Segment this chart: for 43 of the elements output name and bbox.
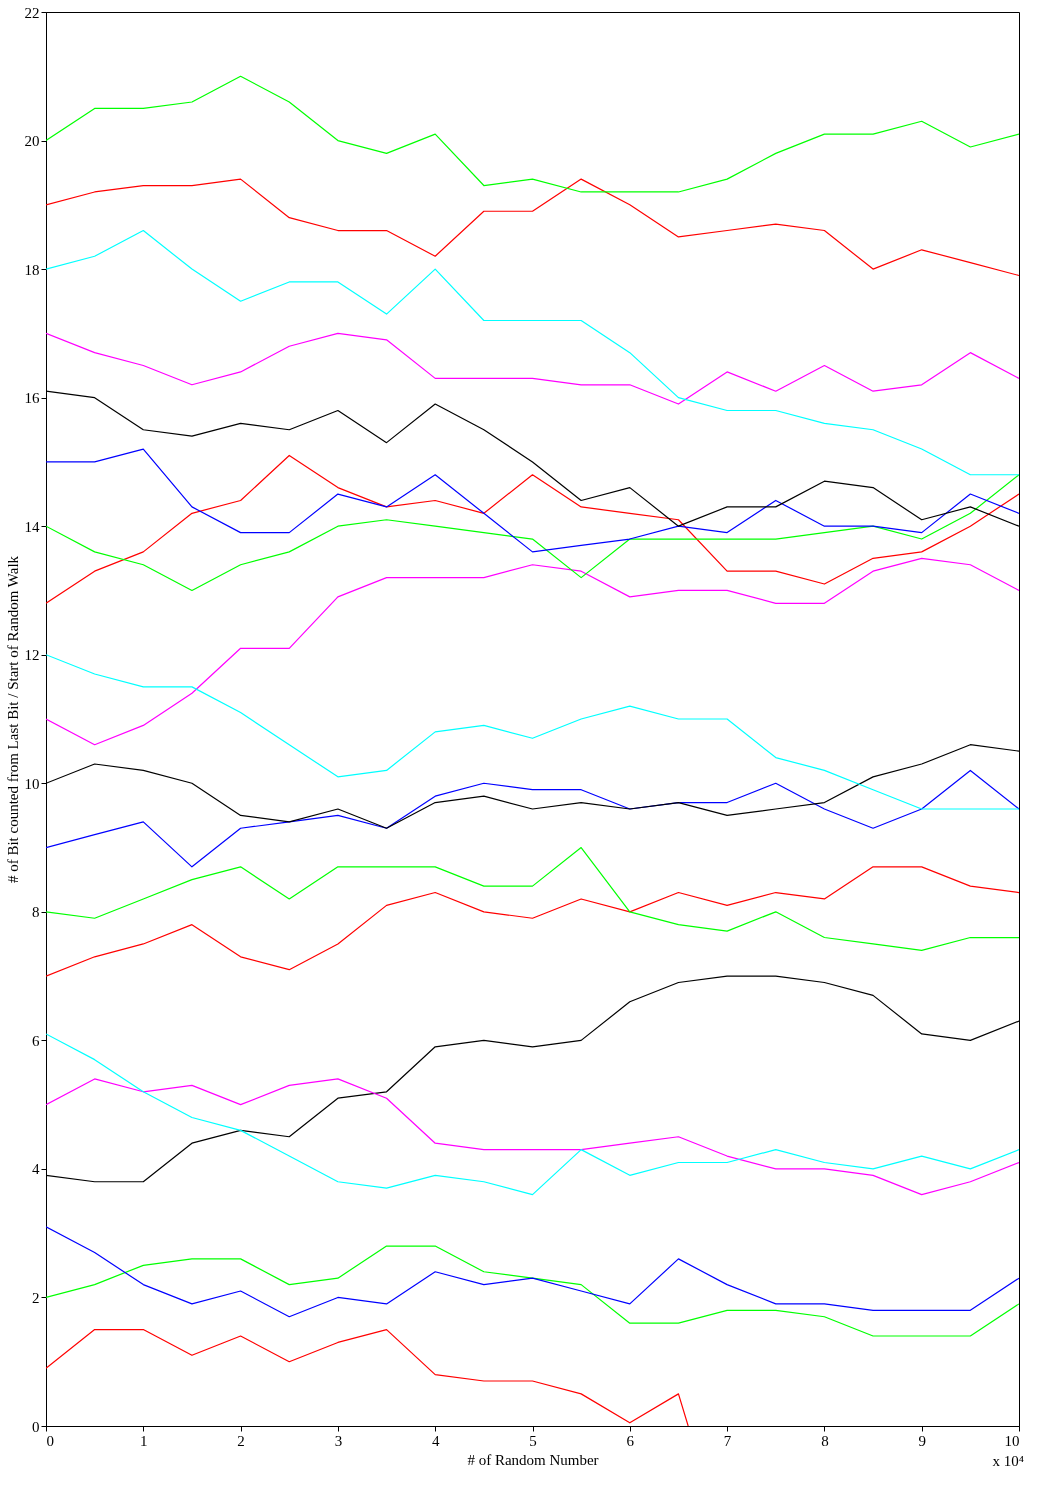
line-series [46, 332, 1019, 405]
x-tick-label: 1 [140, 1432, 148, 1449]
line-series [46, 654, 1019, 810]
x-tick-label: 9 [918, 1432, 926, 1449]
y-tick-label: 10 [24, 775, 40, 792]
line-series [46, 1078, 1019, 1196]
y-axis-title: # of Bit counted from Last Bit / Start of Random Walk [4, 555, 21, 884]
y-tick-label: 0 [32, 1418, 40, 1435]
line-series [46, 1328, 689, 1426]
line-series [46, 846, 1019, 951]
x-tick-label: 0 [46, 1432, 54, 1449]
line-series [46, 474, 1019, 592]
y-tick-label: 8 [32, 904, 40, 921]
x-tick-label: 3 [334, 1432, 343, 1449]
x-tick-label: 5 [529, 1432, 537, 1449]
line-series [46, 1245, 1019, 1337]
y-tick-label: 18 [24, 261, 40, 278]
y-tick-label: 2 [32, 1289, 40, 1306]
line-series [46, 866, 1019, 977]
y-tick-label: 4 [32, 1161, 40, 1178]
y-tick-label: 14 [24, 518, 40, 535]
x-tick-label: 6 [626, 1432, 635, 1449]
line-series [46, 1033, 1019, 1196]
x-tick-label: 2 [237, 1432, 245, 1449]
x-axis-title: # of Random Number [467, 1451, 599, 1468]
line-series [46, 229, 1019, 476]
x-tick-label: 10 [1004, 1432, 1020, 1449]
y-tick-label: 16 [24, 390, 40, 407]
y-tick-label: 22 [24, 4, 40, 21]
x-tick-label: 7 [723, 1432, 732, 1449]
line-series [46, 454, 1019, 604]
line-series [46, 75, 1019, 193]
y-tick-label: 20 [24, 133, 40, 150]
line-series [46, 1226, 1019, 1318]
line-series [46, 448, 1019, 553]
y-tick-label: 12 [24, 647, 40, 664]
line-series [46, 178, 1019, 277]
x-tick-label: 4 [431, 1432, 440, 1449]
text: x 10⁴ [992, 1453, 1024, 1469]
line-series [46, 769, 1019, 868]
line-series [46, 557, 1019, 746]
y-tick-label: 6 [32, 1032, 40, 1049]
x-tick-label: 8 [821, 1432, 829, 1449]
